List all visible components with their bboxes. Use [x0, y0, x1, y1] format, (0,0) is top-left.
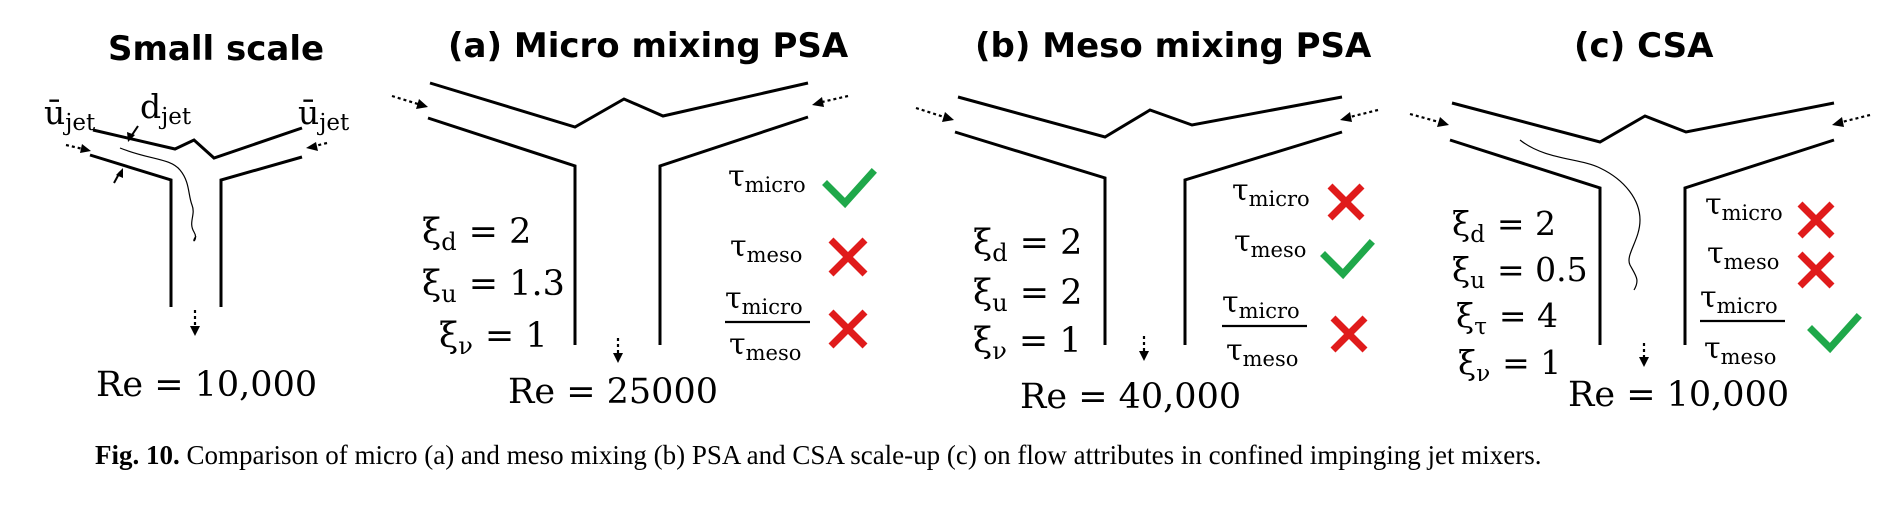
panel-a-tau-meso: τmeso — [730, 229, 802, 267]
figure-caption: Fig. 10. Comparison of micro (a) and mes… — [95, 440, 1542, 471]
panel-c-param-d: ξd = 2 — [1452, 204, 1556, 248]
figure-caption-label: Fig. 10. — [95, 440, 180, 470]
panel-b-ratio-numerator: τmicro — [1222, 285, 1300, 323]
panel-c-param-tau: ξτ = 4 — [1456, 296, 1558, 340]
panel-c-top-wall — [1451, 101, 1835, 144]
panel-b-outlet-arrowhead — [1139, 351, 1149, 361]
panel-a-left-wall — [427, 116, 577, 345]
small-left-inlet-arrow — [65, 143, 84, 151]
panel-a-tau-meso-cross-icon — [828, 237, 868, 277]
djet-pointer-bottom-head — [116, 168, 123, 178]
panel-c-outlet-arrowhead — [1639, 357, 1649, 367]
panel-c-tau-meso-cross-icon — [1797, 251, 1835, 289]
panel-a-tau-micro: τmicro — [728, 159, 806, 197]
panel-c-right-inlet-arrow — [1841, 113, 1871, 124]
panel-c-tau-meso: τmeso — [1707, 236, 1779, 274]
panel-b-left-inlet-arrowhead — [942, 112, 954, 122]
small-outlet-arrowhead — [190, 326, 200, 336]
panel-b-ratio-cross-icon — [1330, 315, 1368, 353]
small-mixer-top-wall — [92, 126, 303, 160]
panel-c: (c) CSA ξd = 2 ξu = 0.5 ξτ = 4 ξν = 1 Re = 1… — [1409, 26, 1871, 415]
panel-b-right-inlet-arrow — [1349, 108, 1379, 119]
panel-b: (b) Meso mixing PSA ξd = 2 ξu = 2 ξν = 1 Re… — [915, 26, 1379, 417]
small-streamline — [119, 147, 197, 242]
panel-c-reynolds-number: Re = 10,000 — [1568, 375, 1789, 415]
panel-c-param-u: ξu = 0.5 — [1452, 250, 1588, 294]
panel-a-outlet-arrowhead — [613, 353, 623, 363]
panel-c-right-inlet-arrowhead — [1832, 117, 1844, 127]
small-right-inlet-arrow — [314, 141, 328, 148]
panel-c-param-nu: ξν = 1 — [1458, 343, 1561, 387]
panel-b-ratio-denominator: τmeso — [1226, 333, 1298, 371]
panel-a-left-inlet-arrow — [391, 94, 419, 106]
panel-a-tau-micro-check-icon — [822, 168, 877, 209]
panel-c-ratio-denominator: τmeso — [1704, 331, 1776, 369]
small-mixer-right-wall — [219, 155, 303, 307]
panel-c-left-wall — [1449, 138, 1602, 345]
small-scale-title: Small scale — [108, 29, 324, 69]
figure-caption-text: Comparison of micro (a) and meso mixing … — [179, 440, 1542, 470]
panel-c-ratio-check-icon — [1807, 313, 1862, 354]
panel-b-left-inlet-arrow — [915, 106, 945, 119]
panel-a-title: (a) Micro mixing PSA — [448, 26, 849, 66]
panel-b-param-nu: ξν = 1 — [973, 321, 1082, 365]
panel-c-right-wall — [1683, 138, 1835, 345]
panel-a-ratio-numerator: τmicro — [725, 281, 803, 319]
panel-b-right-inlet-arrowhead — [1340, 112, 1352, 122]
panel-b-reynolds-number: Re = 40,000 — [1020, 377, 1241, 417]
panel-a-right-inlet-arrow — [821, 94, 849, 104]
panel-b-tau-micro: τmicro — [1232, 173, 1310, 211]
panel-b-tau-micro-cross-icon — [1327, 183, 1365, 221]
panel-b-param-d: ξd = 2 — [973, 223, 1082, 267]
panel-b-right-wall — [1183, 130, 1343, 345]
panel-b-left-wall — [954, 130, 1107, 345]
panel-c-streamline — [1519, 139, 1641, 291]
panel-b-tau-meso-check-icon — [1320, 239, 1375, 280]
panel-a-param-nu: ξν = 1 — [439, 316, 548, 360]
panel-b-top-wall — [957, 95, 1343, 139]
panel-a-left-inlet-arrowhead — [416, 99, 428, 109]
small-right-inlet-arrowhead — [306, 142, 318, 151]
small-mixer-left-wall — [89, 153, 173, 307]
panel-c-tau-micro-cross-icon — [1797, 201, 1835, 239]
panel-c-ratio-numerator: τmicro — [1700, 280, 1778, 318]
panel-a-right-wall — [658, 115, 809, 345]
small-reynolds-number: Re = 10,000 — [96, 365, 317, 405]
panel-c-title: (c) CSA — [1574, 26, 1714, 66]
panel-a-param-d: ξd = 2 — [422, 212, 531, 256]
panel-c-tau-micro: τmicro — [1705, 187, 1783, 225]
panel-a-param-u: ξu = 1.3 — [422, 264, 565, 308]
panel-a-right-inlet-arrowhead — [812, 97, 824, 107]
u-jet-right-label: ūjet — [298, 93, 350, 136]
panel-a-reynolds-number: Re = 25000 — [508, 372, 718, 412]
panel-c-left-inlet-arrowhead — [1437, 117, 1449, 127]
small-scale-panel: Small scale ūjet djet ūjet Re = 10,000 — [44, 29, 350, 405]
d-jet-label: djet — [140, 87, 192, 130]
panel-a-top-wall — [429, 81, 809, 129]
u-jet-left-label: ūjet — [44, 93, 96, 136]
panel-b-title: (b) Meso mixing PSA — [975, 26, 1372, 66]
panel-a-ratio-denominator: τmeso — [729, 327, 801, 365]
small-left-inlet-arrowhead — [80, 144, 91, 153]
panel-a-ratio-cross-icon — [828, 309, 868, 349]
panel-b-param-u: ξu = 2 — [973, 273, 1082, 317]
djet-pointer-top-head — [127, 132, 135, 142]
panel-a: (a) Micro mixing PSA ξd = 2 ξu = 1.3 ξν = 1… — [391, 26, 877, 412]
panel-c-left-inlet-arrow — [1409, 112, 1440, 124]
panel-b-tau-meso: τmeso — [1234, 224, 1306, 262]
